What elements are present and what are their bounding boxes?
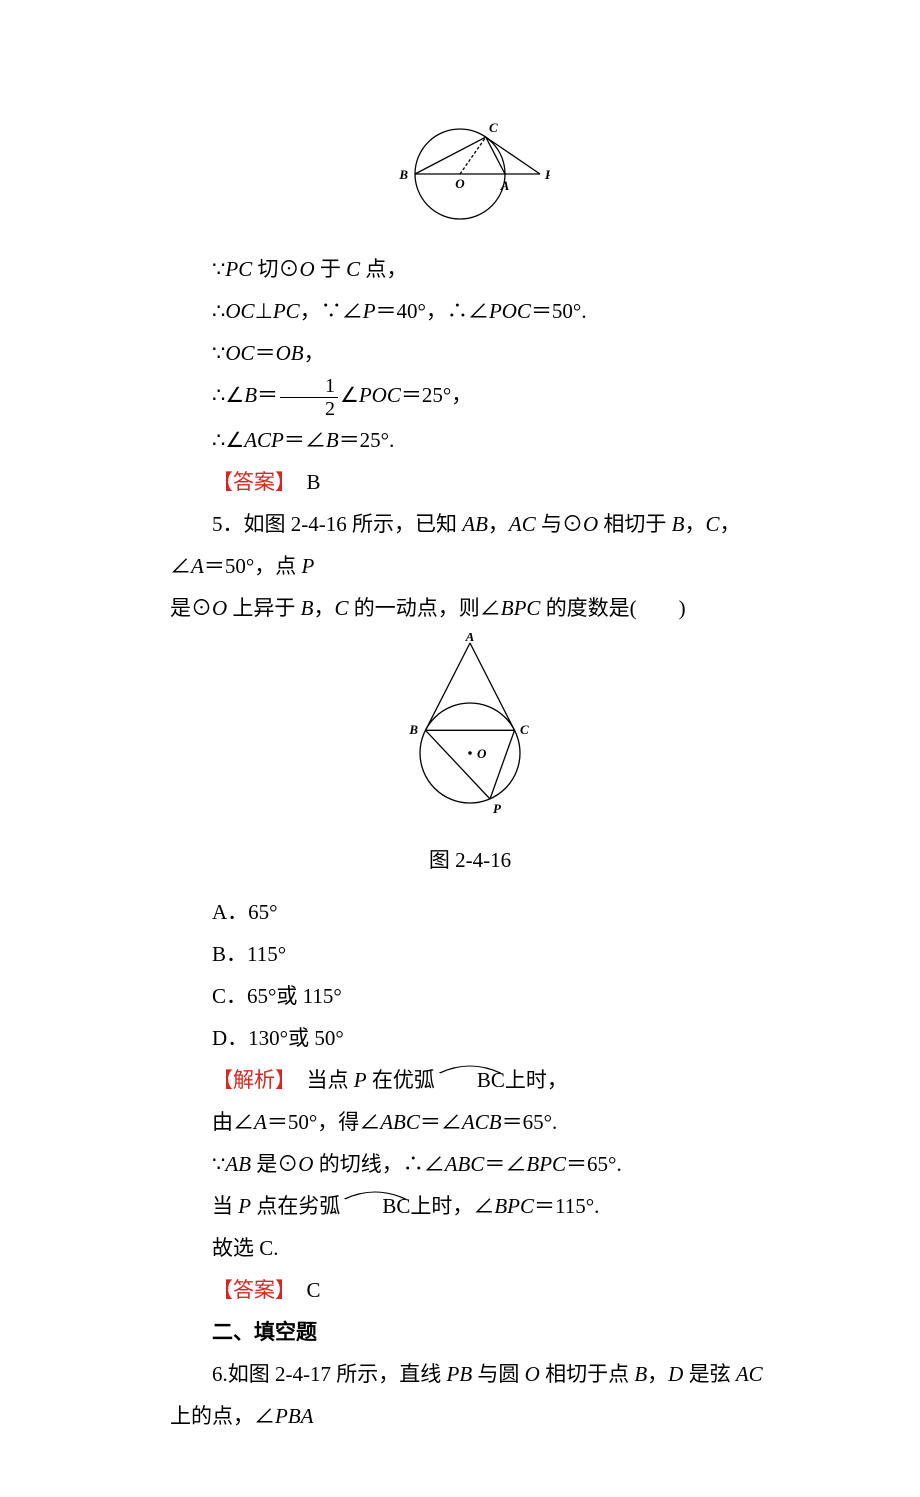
proof1-line1: ∵PC 切⊙O 于 C 点， (170, 248, 770, 290)
label-C: C (489, 120, 498, 135)
option-D: D．130°或 50° (170, 1017, 770, 1059)
tangent-kite-diagram: A B C O P (395, 633, 545, 823)
arc-BC-1: BC (435, 1070, 505, 1091)
fraction-1-2: 12 (280, 376, 338, 419)
q5-line2: 是⊙O 上异于 B，C 的一动点，则∠BPC 的度数是( ) (170, 587, 770, 629)
label-C2: C (520, 722, 529, 737)
q5-line1: 5．如图 2-4-16 所示，已知 AB，AC 与⊙O 相切于 B，C，∠A＝5… (170, 503, 770, 587)
figure-1: B O A P C (170, 114, 770, 238)
analysis-line5: 故选 C. (170, 1227, 770, 1269)
proof1-line3: ∵OC＝OB， (170, 332, 770, 374)
label-A2: A (465, 633, 475, 644)
figure-2: A B C O P 图 2-4-16 (170, 633, 770, 881)
answer-1: 【答案】 B (170, 461, 770, 503)
circle-tangent-diagram: B O A P C (390, 114, 550, 224)
analysis-line3: ∵AB 是⊙O 的切线，∴∠ABC＝∠BPC＝65°. (170, 1143, 770, 1185)
option-B: B．115° (170, 933, 770, 975)
option-C: C．65°或 115° (170, 975, 770, 1017)
label-P2: P (493, 801, 502, 816)
section-2-heading: 二、填空题 (170, 1311, 770, 1353)
analysis-line2: 由∠A＝50°，得∠ABC＝∠ACB＝65°. (170, 1101, 770, 1143)
label-B2: B (408, 722, 418, 737)
label-P: P (545, 167, 550, 182)
label-O2: O (477, 746, 487, 761)
answer-2: 【答案】 C (170, 1269, 770, 1311)
label-O: O (455, 176, 465, 191)
analysis-line1: 【解析】 当点 P 在优弧BC上时， (170, 1059, 770, 1101)
analysis-line4: 当 P 点在劣弧BC上时，∠BPC＝115°. (170, 1185, 770, 1227)
label-A: A (500, 178, 510, 193)
proof1-line5: ∴∠ACP＝∠B＝25°. (170, 419, 770, 461)
arc-BC-2: BC (340, 1196, 410, 1217)
proof1-line4: ∴∠B＝12∠POC＝25°， (170, 374, 770, 419)
option-A: A．65° (170, 891, 770, 933)
proof1-line2: ∴OC⊥PC，∵∠P＝40°，∴∠POC＝50°. (170, 290, 770, 332)
q6-line1: 6.如图 2-4-17 所示，直线 PB 与圆 O 相切于点 B，D 是弦 AC… (170, 1353, 770, 1437)
figure-2-caption: 图 2-4-16 (170, 839, 770, 881)
label-B: B (398, 167, 408, 182)
